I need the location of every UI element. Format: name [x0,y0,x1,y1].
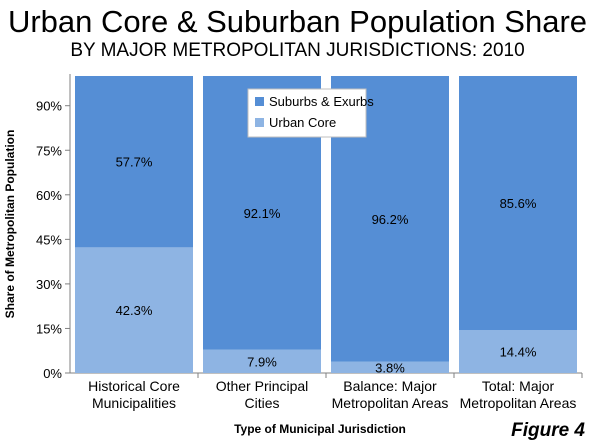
x-tick-label: Other Principal [216,378,309,394]
y-axis-title: Share of Metropolitan Population [3,130,17,319]
y-tick-label: 45% [36,232,62,247]
figure-label: Figure 4 [511,420,585,441]
x-tick-label: Cities [244,395,279,411]
bar-urban-core [75,247,193,373]
legend-box [247,88,367,138]
data-label: 7.9% [247,354,277,369]
bar-urban-core [203,349,321,373]
y-tick-label: 30% [36,277,62,292]
data-label: 85.6% [500,196,537,211]
chart-subtitle: BY MAJOR METROPOLITAN JURISDICTIONS: 201… [70,40,525,61]
legend-swatch [255,118,264,127]
data-label: 96.2% [372,212,409,227]
x-tick-label: Metropolitan Areas [332,395,449,411]
legend-swatch [255,97,264,106]
y-tick-label: 90% [36,99,62,114]
y-tick-label: 75% [36,143,62,158]
data-label: 3.8% [375,360,405,375]
bar-urban-core [459,330,577,373]
x-tick-label: Municipalities [92,395,176,411]
chart-title: Urban Core & Suburban Population Share [7,4,588,39]
bar-urban-core [331,361,449,373]
y-tick-label: 60% [36,188,62,203]
x-tick-label: Historical Core [88,378,180,394]
bar-suburbs-exurbs [459,76,577,331]
x-axis-title: Type of Municipal Jurisdiction [234,422,406,436]
bar-suburbs-exurbs [75,76,193,248]
x-tick-label: Total: Major [482,378,555,394]
legend-label: Suburbs & Exurbs [269,94,374,109]
legend-label: Urban Core [269,115,336,130]
data-label: 14.4% [500,345,537,360]
y-tick-label: 15% [36,321,62,336]
data-label: 57.7% [116,155,153,170]
x-tick-label: Balance: Major [343,378,437,394]
y-tick-label: 0% [43,366,62,381]
data-label: 42.3% [116,303,153,318]
data-label: 92.1% [244,206,281,221]
x-tick-label: Metropolitan Areas [460,395,577,411]
